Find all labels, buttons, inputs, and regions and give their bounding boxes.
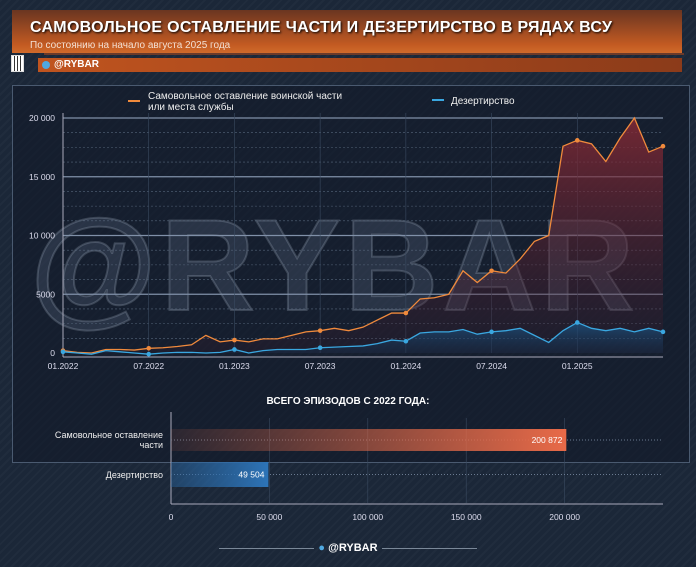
series-area-desertion xyxy=(63,322,663,355)
data-point xyxy=(317,328,323,333)
category-label: Дезертирство xyxy=(106,470,163,480)
data-point xyxy=(489,329,494,335)
data-point xyxy=(232,347,237,352)
x-tick-label: 01.2023 xyxy=(219,361,250,371)
x-tick-label: 200 000 xyxy=(549,512,580,522)
category-label: Самовольное оставление xyxy=(55,430,163,440)
footer-brand: ● @RYBAR xyxy=(0,542,696,554)
data-point xyxy=(403,338,409,344)
divider xyxy=(44,53,684,55)
page-subtitle: По состоянию на начало августа 2025 года xyxy=(30,40,231,51)
y-tick-label: 5000 xyxy=(36,289,55,299)
series-line-desertion xyxy=(62,321,664,355)
legend-label-desertion: Дезертирство xyxy=(451,96,515,107)
x-tick-label: 01.2024 xyxy=(390,361,421,371)
bar-awol xyxy=(171,429,567,451)
bar-chart-title: ВСЕГО ЭПИЗОДОВ С 2022 ГОДА: xyxy=(267,396,430,407)
brand-label: @RYBAR xyxy=(54,59,99,70)
data-point xyxy=(60,349,66,355)
legend-label-awol-2: или места службы xyxy=(148,101,234,113)
data-point xyxy=(232,337,237,343)
data-point xyxy=(146,351,152,357)
data-point xyxy=(146,346,152,351)
y-tick-label: 20 000 xyxy=(29,113,55,123)
series-line-awol xyxy=(62,116,664,354)
y-tick-label: 10 000 xyxy=(29,231,55,241)
data-point xyxy=(574,320,580,325)
data-point xyxy=(574,138,580,143)
data-point xyxy=(660,143,666,149)
series-area-awol xyxy=(63,118,663,353)
x-tick-label: 0 xyxy=(169,512,174,522)
telegram-icon: ● xyxy=(318,542,326,554)
x-tick-label: 01.2025 xyxy=(562,361,593,371)
telegram-icon xyxy=(42,61,50,69)
legend-label-awol: Самовольное оставление воинской части xyxy=(148,91,342,102)
page-title: САМОВОЛЬНОЕ ОСТАВЛЕНИЕ ЧАСТИ И ДЕЗЕРТИРС… xyxy=(30,19,613,36)
data-point xyxy=(489,268,494,274)
header-banner: САМОВОЛЬНОЕ ОСТАВЛЕНИЕ ЧАСТИ И ДЕЗЕРТИРС… xyxy=(12,10,682,53)
x-tick-label: 01.2022 xyxy=(48,361,79,371)
category-label: части xyxy=(140,440,163,450)
bar-desertion xyxy=(171,462,269,487)
qr-code-icon xyxy=(11,55,24,72)
data-point xyxy=(317,345,323,351)
data-point xyxy=(660,329,666,335)
y-tick-label: 15 000 xyxy=(29,172,55,182)
x-tick-label: 50 000 xyxy=(256,512,282,522)
brand-bar: @RYBAR xyxy=(38,58,682,72)
x-tick-label: 07.2024 xyxy=(476,361,507,371)
x-tick-label: 07.2022 xyxy=(133,361,164,371)
x-tick-label: 150 000 xyxy=(451,512,482,522)
footer-brand-label: @RYBAR xyxy=(328,542,378,554)
x-tick-label: 100 000 xyxy=(352,512,383,522)
bar-value-label: 49 504 xyxy=(238,470,264,480)
data-point xyxy=(403,310,409,316)
bar-value-label: 200 872 xyxy=(532,435,563,445)
y-tick-label: 0 xyxy=(50,348,55,358)
x-tick-label: 07.2023 xyxy=(305,361,336,371)
